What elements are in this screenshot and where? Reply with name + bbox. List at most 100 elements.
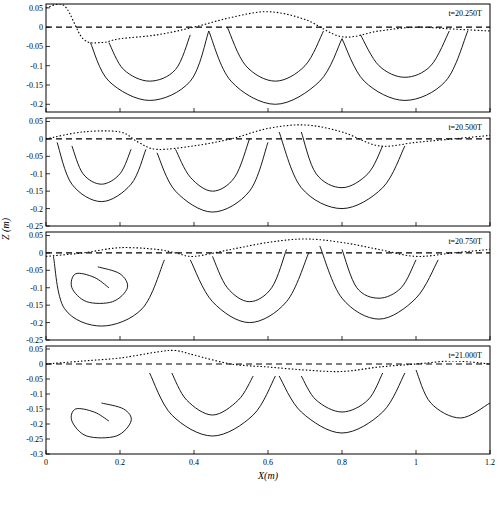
y-tick-label: -0.05 [26, 375, 43, 384]
streamline [71, 403, 131, 438]
free-surface [46, 350, 490, 371]
y-tick-label: -0.15 [26, 81, 43, 90]
title-bg [446, 350, 484, 361]
x-tick [416, 450, 417, 454]
mean-level [46, 252, 490, 253]
streamline [172, 373, 253, 415]
y-tick-label: -0.25 [26, 435, 43, 444]
x-tick-label: 1 [414, 458, 418, 467]
y-tick-label: -0.1 [30, 62, 43, 71]
y-tick-label: -0.3 [30, 450, 43, 459]
x-tick [268, 108, 269, 112]
y-tick-label: 0 [39, 249, 43, 258]
y-tick-label: -0.1 [30, 170, 43, 179]
panel-title: t=20.500T [448, 123, 482, 132]
y-tick [46, 287, 50, 288]
y-tick-label: 0 [39, 360, 43, 369]
y-tick [46, 424, 50, 425]
x-tick [342, 108, 343, 112]
y-tick-label: 0 [39, 135, 43, 144]
frame [46, 4, 490, 112]
y-tick [46, 394, 50, 395]
panel: 0.050-0.05-0.1-0.15-0.2t=20.250T [26, 4, 490, 112]
streamline [416, 370, 490, 418]
y-tick-label: 0 [39, 23, 43, 32]
mean-level [46, 138, 490, 139]
streamline [342, 249, 416, 298]
y-tick [46, 65, 50, 66]
y-tick [46, 191, 50, 192]
x-tick [342, 450, 343, 454]
y-tick [46, 208, 50, 209]
x-tick [342, 336, 343, 340]
mean-level [46, 363, 490, 364]
streamline [227, 27, 323, 81]
x-tick-label: 0.6 [263, 458, 273, 467]
streamline [342, 31, 468, 100]
x-tick [416, 336, 417, 340]
y-tick-label: -0.1 [30, 284, 43, 293]
y-tick-label: -0.05 [26, 42, 43, 51]
frame [46, 118, 490, 226]
panel: 0.050-0.05-0.1-0.15-0.2-0.25t=20.500T [26, 117, 490, 231]
y-tick-label: 0.05 [29, 4, 43, 13]
plot-area [46, 350, 490, 438]
y-tick-label: -0.05 [26, 266, 43, 275]
streamline [150, 373, 276, 436]
x-tick [194, 108, 195, 112]
y-tick [46, 46, 50, 47]
y-tick [46, 121, 50, 122]
plot-area [46, 4, 490, 104]
streamline [190, 253, 308, 323]
y-tick [46, 235, 50, 236]
y-tick [46, 104, 50, 105]
panel-title: t=20.750T [448, 237, 482, 246]
title-bg [446, 236, 484, 247]
x-tick-label: 0.8 [337, 458, 347, 467]
y-tick-label: -0.15 [26, 187, 43, 196]
x-axis-label: X(m) [257, 470, 279, 482]
x-tick [120, 450, 121, 454]
y-tick [46, 270, 50, 271]
streamline [301, 373, 382, 412]
streamline [72, 146, 131, 184]
x-tick-label: 0 [44, 458, 48, 467]
y-tick-label: -0.15 [26, 405, 43, 414]
y-tick [46, 409, 50, 410]
y-tick-label: -0.2 [30, 205, 43, 214]
x-tick-label: 0.4 [189, 458, 199, 467]
mean-level [46, 27, 490, 28]
streamline [213, 249, 287, 301]
x-tick [268, 450, 269, 454]
frame [46, 232, 490, 340]
y-tick-label: -0.05 [26, 152, 43, 161]
x-tick-label: 0.2 [115, 458, 125, 467]
y-tick-label: -0.25 [26, 336, 43, 345]
y-tick [46, 305, 50, 306]
streamline [320, 246, 438, 319]
y-tick [46, 85, 50, 86]
panel: 0.050-0.05-0.1-0.15-0.2-0.25t=20.750T [26, 231, 490, 345]
streamline [53, 256, 164, 326]
free-surface [46, 239, 490, 256]
streamline [157, 142, 268, 212]
panel-title: t=21.000T [448, 351, 482, 360]
x-tick [194, 450, 195, 454]
x-tick [342, 222, 343, 226]
free-surface [46, 125, 490, 150]
y-tick [46, 349, 50, 350]
y-tick-label: -0.15 [26, 301, 43, 310]
x-tick [120, 222, 121, 226]
x-tick [416, 222, 417, 226]
y-tick [46, 322, 50, 323]
y-tick-label: -0.25 [26, 222, 43, 231]
y-tick-label: -0.2 [30, 319, 43, 328]
streamline [90, 31, 208, 100]
panel: 0.050-0.05-0.1-0.15-0.2-0.25-0.300.20.40… [0, 217, 495, 482]
streamline [361, 31, 450, 77]
y-axis-label: Z (m) [0, 217, 12, 240]
y-tick-label: 0.05 [29, 345, 43, 354]
plot-area [46, 125, 490, 212]
x-tick [194, 222, 195, 226]
x-tick [120, 336, 121, 340]
